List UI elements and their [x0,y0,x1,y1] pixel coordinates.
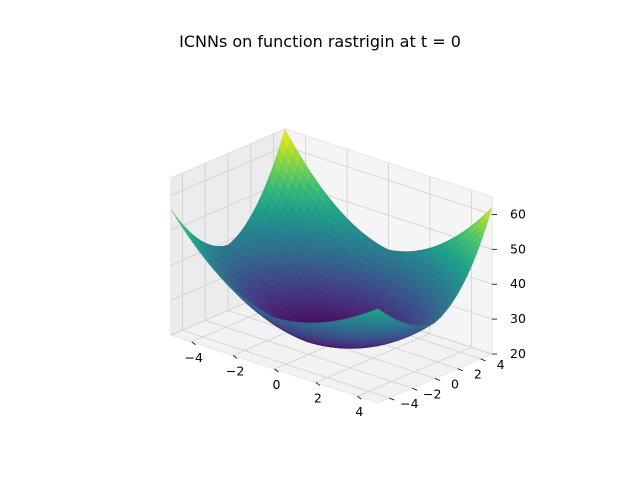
y-tick [458,369,463,371]
y-tick-label: 0 [451,377,459,392]
y-tick [435,379,440,381]
y-tick-label: −2 [423,386,441,401]
x-tick-label: −4 [184,350,202,365]
z-tick-label: 50 [510,241,526,256]
y-tick [412,388,417,390]
z-tick-label: 60 [510,206,526,221]
z-tick-label: 40 [510,276,526,291]
z-tick-label: 30 [510,311,526,326]
y-tick-label: −4 [400,396,418,411]
y-tick-label: 2 [474,367,482,382]
x-tick-label: 4 [355,404,363,419]
x-tick-label: 0 [273,377,281,392]
y-tick [389,398,394,400]
z-tick-label: 20 [510,346,526,361]
x-tick-label: 2 [314,391,322,406]
chart-title: ICNNs on function rastrigin at t = 0 [0,32,640,51]
x-tick-label: −2 [226,363,244,378]
y-tick [481,359,486,361]
y-tick-label: 4 [497,357,505,372]
